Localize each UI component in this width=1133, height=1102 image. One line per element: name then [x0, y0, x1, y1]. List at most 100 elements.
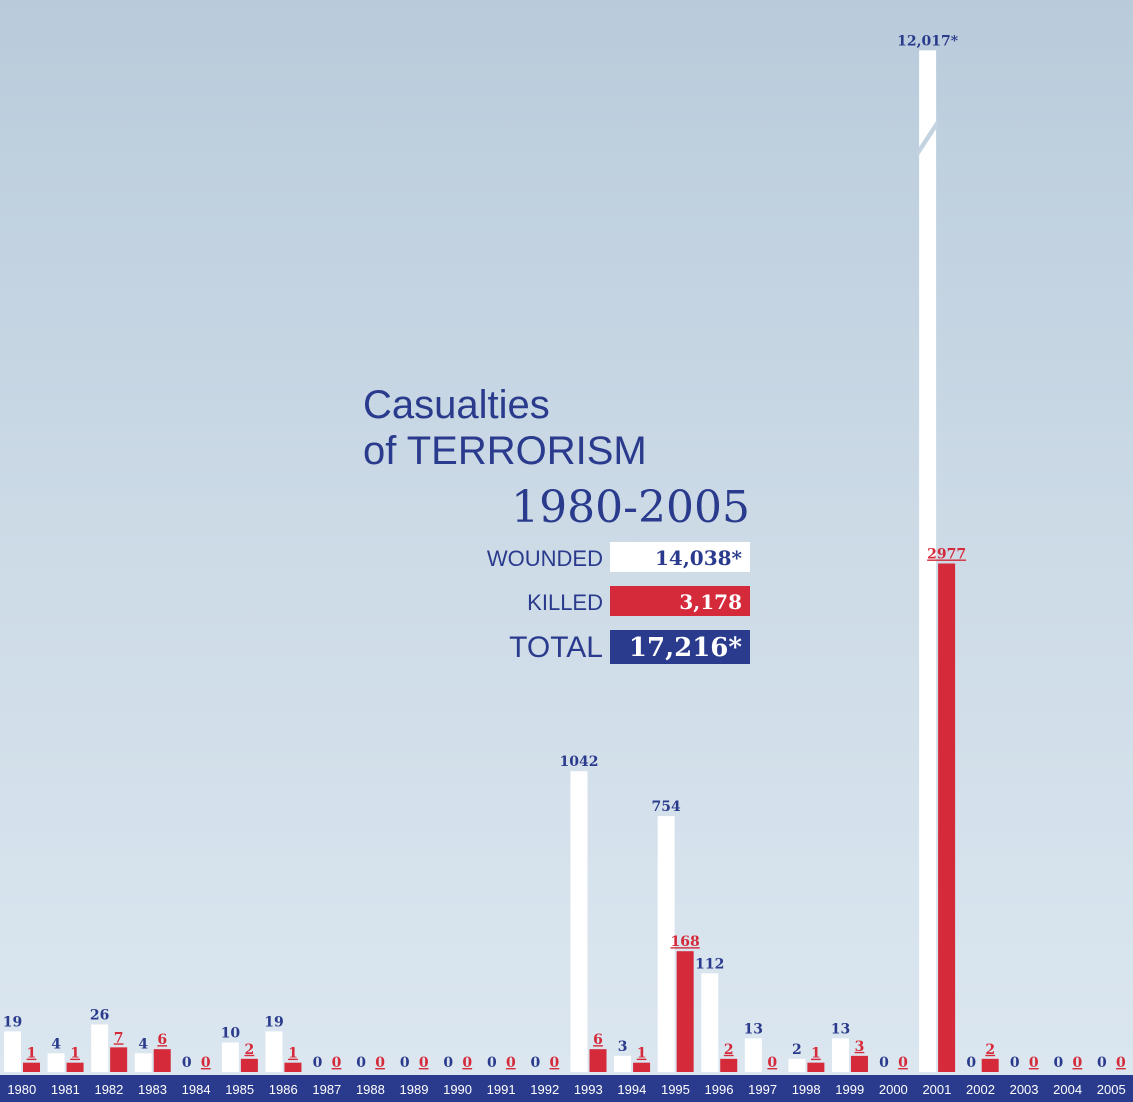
title-line: 1980-2005: [511, 482, 750, 533]
wounded-bar: [47, 1053, 65, 1072]
wounded-label: 13: [744, 1021, 763, 1037]
wounded-bar: [614, 1055, 632, 1072]
x-tick-label: 1995: [661, 1082, 690, 1097]
x-tick-label: 1998: [792, 1082, 821, 1097]
wounded-label: 4: [138, 1036, 148, 1052]
wounded-label: 112: [695, 956, 724, 972]
killed-label: 1: [288, 1046, 298, 1062]
summary-label: TOTAL: [509, 631, 603, 664]
summary-box: [610, 586, 750, 616]
x-tick-label: 1999: [835, 1082, 864, 1097]
wounded-label: 0: [356, 1055, 366, 1071]
killed-label: 0: [1072, 1055, 1082, 1071]
wounded-label: 0: [879, 1055, 889, 1071]
wounded-label: 4: [51, 1036, 61, 1052]
wounded-bar: [570, 771, 588, 1072]
break-mark: [917, 118, 939, 158]
wounded-bar: [788, 1058, 806, 1072]
summary-value: 14,038*: [655, 546, 743, 570]
summary-value: 17,216*: [629, 633, 743, 663]
x-tick-label: 1985: [225, 1082, 254, 1097]
killed-label: 0: [375, 1055, 385, 1071]
wounded-label: 0: [1053, 1055, 1063, 1071]
x-tick-label: 1982: [94, 1082, 123, 1097]
summary-box: [610, 542, 750, 572]
wounded-label: 0: [487, 1055, 497, 1071]
summary-box: [610, 630, 750, 664]
title-line: Casualties: [363, 383, 550, 427]
killed-label: 2: [724, 1042, 734, 1058]
killed-label: 0: [1029, 1055, 1039, 1071]
wounded-label: 19: [3, 1014, 22, 1030]
killed-label: 7: [114, 1030, 124, 1046]
wounded-label: 0: [531, 1055, 541, 1071]
x-tick-label: 1983: [138, 1082, 167, 1097]
killed-bar: [110, 1047, 128, 1072]
wounded-label: 12,017*: [897, 33, 959, 49]
x-tick-label: 2000: [879, 1082, 908, 1097]
killed-label: 0: [506, 1055, 516, 1071]
killed-label: 1: [70, 1046, 80, 1062]
killed-label: 0: [419, 1055, 429, 1071]
killed-bar: [66, 1062, 84, 1072]
killed-bar: [850, 1055, 868, 1072]
wounded-label: 3: [618, 1039, 628, 1055]
x-tick-label: 1981: [51, 1082, 80, 1097]
x-tick-label: 1991: [487, 1082, 516, 1097]
year-band: [0, 1075, 1133, 1102]
killed-bar: [938, 563, 956, 1072]
wounded-label: 10: [221, 1026, 241, 1042]
killed-label: 0: [898, 1055, 908, 1071]
wounded-bar: [701, 973, 719, 1072]
killed-label: 1: [27, 1046, 37, 1062]
wounded-label: 2: [792, 1042, 802, 1058]
killed-label: 0: [462, 1055, 472, 1071]
wounded-bar: [134, 1053, 152, 1072]
wounded-label: 26: [90, 1007, 109, 1023]
killed-bar: [284, 1062, 302, 1072]
x-tick-label: 2005: [1097, 1082, 1126, 1097]
x-tick-label: 1996: [705, 1082, 734, 1097]
summary-label: KILLED: [527, 590, 603, 615]
x-tick-label: 2004: [1053, 1082, 1082, 1097]
wounded-bar: [831, 1038, 849, 1072]
killed-label: 0: [201, 1055, 211, 1071]
killed-bar: [720, 1058, 738, 1072]
killed-label: 1: [811, 1046, 821, 1062]
x-tick-label: 1997: [748, 1082, 777, 1097]
wounded-label: 754: [652, 799, 681, 815]
wounded-label: 13: [831, 1021, 850, 1037]
wounded-label: 0: [182, 1055, 192, 1071]
killed-label: 2: [245, 1042, 255, 1058]
summary-label: WOUNDED: [487, 546, 603, 571]
killed-bar: [807, 1062, 825, 1072]
x-tick-label: 1992: [530, 1082, 559, 1097]
wounded-label: 0: [313, 1055, 323, 1071]
killed-bar: [676, 951, 694, 1072]
killed-label: 0: [550, 1055, 560, 1071]
x-tick-label: 2001: [922, 1082, 951, 1097]
killed-label: 1: [637, 1046, 647, 1062]
killed-bar: [240, 1058, 258, 1072]
wounded-label: 0: [443, 1055, 453, 1071]
x-tick-label: 1984: [182, 1082, 211, 1097]
wounded-bar: [265, 1031, 283, 1072]
x-tick-label: 1988: [356, 1082, 385, 1097]
killed-bar: [981, 1058, 999, 1072]
x-tick-label: 1990: [443, 1082, 472, 1097]
wounded-label: 0: [400, 1055, 410, 1071]
x-tick-label: 1994: [617, 1082, 646, 1097]
wounded-label: 19: [264, 1014, 283, 1030]
wounded-bar: [744, 1038, 762, 1072]
killed-bar: [633, 1062, 651, 1072]
killed-bar: [153, 1049, 171, 1072]
title-block: Casualties of TERRORISM 1980-2005: [363, 383, 750, 533]
wounded-label: 1042: [560, 754, 599, 770]
killed-label: 0: [1116, 1055, 1126, 1071]
killed-label: 0: [332, 1055, 342, 1071]
killed-label: 2: [985, 1042, 995, 1058]
wounded-bar: [657, 816, 675, 1072]
x-tick-label: 1993: [574, 1082, 603, 1097]
wounded-label: 0: [1097, 1055, 1107, 1071]
